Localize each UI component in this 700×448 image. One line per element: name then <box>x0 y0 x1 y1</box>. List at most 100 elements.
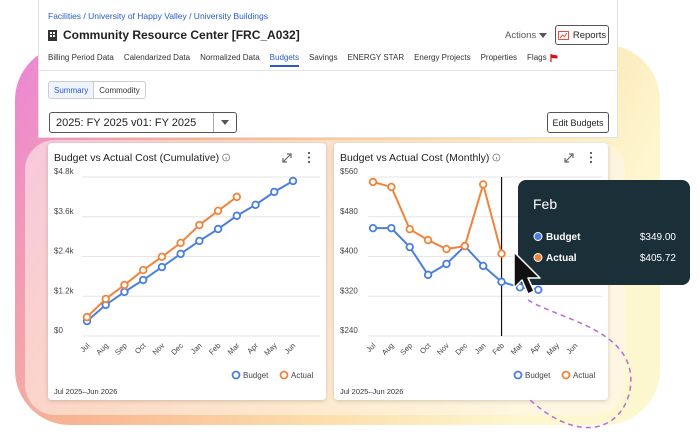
tab-bar: Billing Period Data Calendarized Data Norm… <box>48 53 558 67</box>
reports-button[interactable]: Reports <box>555 25 609 45</box>
tooltip: Feb Budget $349.00 Actual $405.72 <box>518 180 690 285</box>
caret <box>221 120 229 125</box>
data-point <box>195 236 204 246</box>
legend-marker <box>513 370 523 380</box>
tab[interactable]: Billing Period Data <box>48 53 114 67</box>
mouse-cursor <box>513 251 541 295</box>
tab[interactable]: Normalized Data <box>200 53 260 67</box>
y-tick-label: $480 <box>340 207 358 216</box>
y-tick-label: $4.8k <box>54 167 75 176</box>
legend-label: Budget <box>243 371 269 380</box>
menu-dot <box>589 151 593 155</box>
data-point <box>120 280 129 290</box>
data-point <box>288 176 298 186</box>
data-point <box>120 287 129 297</box>
menu-dot <box>307 160 311 164</box>
tab-label: Calendarized Data <box>123 53 191 62</box>
tab-label: Energy Projects <box>414 53 471 62</box>
tab-label: ENERGY STAR <box>347 53 405 62</box>
legend-label: Actual <box>291 371 313 380</box>
data-point <box>213 224 223 234</box>
card-bg <box>48 143 326 400</box>
main-panel: Facilities / University of Happy Valley … <box>38 0 618 138</box>
menu-dot <box>589 160 593 164</box>
y-tick-label: $3.6k <box>54 207 75 216</box>
tab[interactable]: Flags <box>527 53 558 67</box>
data-point <box>423 235 433 245</box>
y-tick-label: $560 <box>340 167 358 176</box>
y-tick-label: $1.2k <box>54 286 75 295</box>
tab-label: Budgets <box>269 53 300 62</box>
dropdown-text: 2025: FY 2025 v01: FY 2025 <box>56 116 197 129</box>
tab[interactable]: Energy Projects <box>414 53 470 67</box>
dropdown-button[interactable] <box>213 113 236 132</box>
page-title: Community Resource Center [FRC_A032] <box>48 28 300 42</box>
expand-icon <box>282 153 292 163</box>
tab[interactable]: ENERGY STAR <box>347 53 404 67</box>
view-toggle: Summary Commodity <box>48 81 146 99</box>
data-point <box>176 238 185 248</box>
info-icon <box>222 153 231 162</box>
data-point <box>497 277 506 287</box>
expand-icon <box>564 153 574 163</box>
series-line <box>372 180 503 254</box>
info-circle <box>222 153 231 162</box>
tooltip-marker <box>533 253 543 262</box>
dashed-curve <box>527 299 632 429</box>
data-point <box>368 223 378 233</box>
y-tick-label: $0 <box>54 326 63 335</box>
actions-text: Actions <box>505 30 537 41</box>
tooltip-name: Budget <box>546 232 581 243</box>
data-point <box>157 252 167 262</box>
tab-label: Normalized Data <box>200 53 260 62</box>
budget-dropdown[interactable]: 2025: FY 2025 v01: FY 2025 <box>49 112 237 133</box>
data-point <box>423 270 433 280</box>
menu-dot <box>307 156 311 159</box>
data-point <box>82 312 92 322</box>
tooltip-bg <box>518 180 690 285</box>
data-point <box>478 180 488 189</box>
actions-menu[interactable]: Actions <box>505 30 548 41</box>
tooltip-name: Actual <box>546 253 577 264</box>
chart-title: Budget vs Actual Cost (Monthly) <box>340 152 489 164</box>
legend-label: Budget <box>525 371 551 380</box>
data-point <box>176 249 185 259</box>
data-point <box>232 211 242 220</box>
data-point <box>101 294 110 304</box>
data-point <box>368 177 378 187</box>
legend-marker <box>231 370 241 380</box>
reports-icon <box>557 30 569 40</box>
data-point <box>478 261 488 271</box>
tab[interactable]: Properties <box>481 53 517 67</box>
caret <box>539 33 548 38</box>
y-tick-label: $400 <box>340 247 358 256</box>
chart-card: Budget vs Actual Cost (Cumulative) $0 $1.2… <box>48 143 326 400</box>
data-point <box>157 262 167 272</box>
building-icon <box>48 29 57 41</box>
tab[interactable]: Calendarized Data <box>124 53 190 67</box>
edit-budgets-button[interactable]: Edit Budgets <box>547 112 609 133</box>
data-point <box>515 283 525 292</box>
menu-dot <box>307 151 311 155</box>
toggle-option[interactable]: Summary <box>49 82 95 98</box>
y-tick-label: $240 <box>340 326 358 335</box>
legend-label: Actual <box>573 371 595 380</box>
series-line <box>373 227 539 291</box>
breadcrumb[interactable]: Facilities / University of Happy Valley … <box>48 11 268 21</box>
tab[interactable]: Savings <box>309 53 337 67</box>
data-point <box>442 259 451 269</box>
tab-label: Flags <box>527 53 547 62</box>
data-point <box>387 223 396 233</box>
tooltip-value: $349.00 <box>640 232 677 243</box>
data-point <box>534 285 543 294</box>
tab[interactable]: Budgets <box>269 53 300 67</box>
data-point <box>387 182 396 192</box>
legend-marker <box>279 370 289 380</box>
toggle-option[interactable]: Commodity <box>99 85 140 95</box>
tooltip-title: Feb <box>533 196 557 212</box>
data-point <box>270 187 279 197</box>
tab-divider <box>39 70 617 71</box>
tooltip-value: $405.72 <box>640 253 677 264</box>
